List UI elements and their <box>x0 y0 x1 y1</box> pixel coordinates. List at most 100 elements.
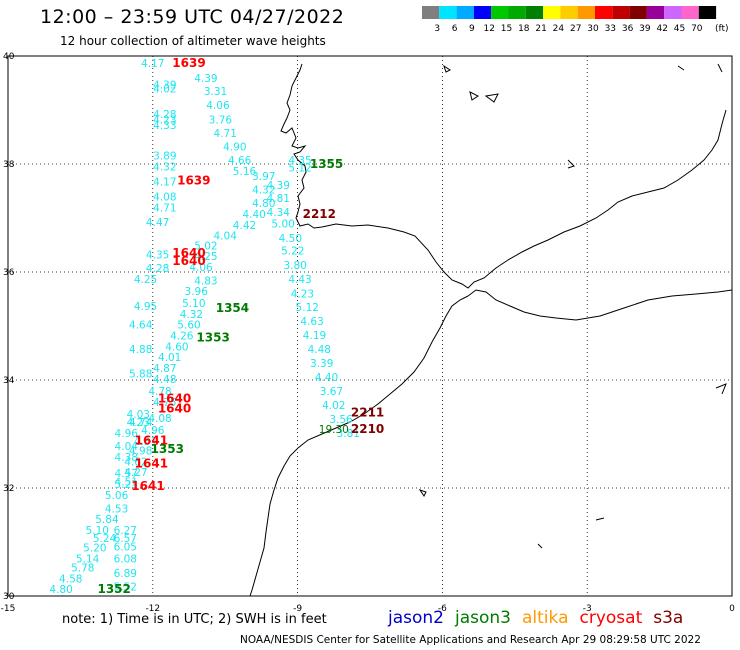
pass-time-label: 1640 <box>172 254 205 268</box>
swh-value: 5.23 <box>115 479 138 491</box>
lat-tick-label: 40 <box>3 52 15 62</box>
legend-unit: (ft) <box>715 24 729 34</box>
swh-value: 4.26 <box>170 331 194 343</box>
swh-value: 4.25 <box>134 274 157 286</box>
swh-value: 3.96 <box>185 286 209 298</box>
legend-swatch <box>473 6 492 19</box>
legend-label: 18 <box>518 24 530 34</box>
swh-value: 4.87 <box>153 363 176 375</box>
island <box>443 64 451 73</box>
swh-value: 4.04 <box>115 441 139 453</box>
swh-value: 4.04 <box>214 231 238 243</box>
swh-value: 5.22 <box>281 246 304 258</box>
legend-swatch <box>543 6 561 19</box>
swh-value: 4.34 <box>267 207 291 219</box>
swh-value: 4.80 <box>49 584 72 596</box>
swh-value: 4.47 <box>146 217 169 229</box>
swh-value: 4.75 <box>153 397 176 409</box>
swh-value: 4.01 <box>158 352 181 364</box>
swh-value: 4.74 <box>129 417 153 429</box>
swh-value: 5.52 <box>114 582 137 594</box>
legend-label: 21 <box>535 24 546 34</box>
lon-tick-label: -12 <box>145 604 160 614</box>
swh-value: 4.51 <box>115 476 138 488</box>
legend-label: 6 <box>452 24 458 34</box>
legend-swatch <box>456 6 474 19</box>
swh-value: 3.97 <box>252 171 275 183</box>
iberia-coastline <box>280 63 727 289</box>
swh-value: 5.06 <box>105 490 129 502</box>
swh-value: 4.39 <box>194 73 217 85</box>
swh-value: 3.31 <box>204 86 227 98</box>
swh-value: 4.39 <box>267 180 290 192</box>
swh-value: 4.42 <box>233 220 256 232</box>
swh-value: 4.35 <box>288 155 311 167</box>
swh-value: 5.78 <box>71 563 94 575</box>
legend-label: 33 <box>605 24 616 34</box>
swh-value: 4.63 <box>300 316 323 328</box>
color-legend: 3 6 9 12 15 18 21 24 27 30 33 36 39 42 45 70 (ft) <box>422 6 729 34</box>
satellite-jason2: jason2 <box>388 608 444 628</box>
legend-swatch <box>681 6 699 19</box>
swh-value: 5.88 <box>129 368 152 380</box>
swh-value: 3.89 <box>153 151 176 163</box>
swh-value: 4.78 <box>148 386 171 398</box>
satellite-jason3: jason3 <box>455 608 511 628</box>
swh-value-high: 19.30 <box>319 424 349 436</box>
legend-swatch <box>698 6 717 19</box>
swh-value: 4.90 <box>223 142 246 154</box>
wave-height-labels: 4.174.394.024.284.234.333.894.324.174.08… <box>49 56 384 596</box>
island <box>715 383 727 395</box>
legend-label: 42 <box>656 24 667 34</box>
swh-value: 4.98 <box>129 446 152 458</box>
swh-value: 4.71 <box>153 203 176 215</box>
pass-time-label: 1639 <box>172 56 205 70</box>
legend-label: 3 <box>434 24 440 34</box>
swh-value: 5.02 <box>194 240 217 252</box>
swh-value: 4.23 <box>153 115 176 127</box>
swh-value: 5.10 <box>86 525 109 537</box>
swh-value: 3.56 <box>329 414 353 426</box>
swh-value: 4.02 <box>322 400 345 412</box>
lon-tick-label: 0 <box>729 604 735 614</box>
island <box>537 543 543 549</box>
legend-label: 36 <box>622 24 634 34</box>
swh-value: 4.66 <box>228 155 252 167</box>
legend-label: 15 <box>501 24 512 34</box>
swh-value: 6.89 <box>114 568 137 580</box>
swh-value: 6.57 <box>114 533 137 545</box>
legend-label: 39 <box>639 24 651 34</box>
swh-value: 4.08 <box>153 192 176 204</box>
lon-tick-label: -3 <box>583 604 592 614</box>
africa-coastline <box>467 289 733 321</box>
swh-value: 6.05 <box>114 542 137 554</box>
swh-value: 4.48 <box>153 374 176 386</box>
lat-tick-label: 38 <box>3 160 15 170</box>
swh-value: 4.23 <box>291 288 314 300</box>
swh-value: 4.32 <box>252 185 275 197</box>
footnote: note: 1) Time is in UTC; 2) SWH is in fe… <box>62 612 327 627</box>
legend-swatch <box>439 6 457 19</box>
swh-value: 4.32 <box>180 309 203 321</box>
map-frame <box>7 55 733 597</box>
swh-value: 5.60 <box>177 320 200 332</box>
swh-value: 4.33 <box>153 120 176 132</box>
legend-swatch <box>491 6 509 19</box>
swh-value: 4.39 <box>153 79 176 91</box>
swh-value: 5.10 <box>182 298 205 310</box>
lon-tick-label: -9 <box>293 604 302 614</box>
swh-value: 4.83 <box>194 275 217 287</box>
swh-value: 3.76 <box>209 115 233 127</box>
pass-time-label: 1641 <box>135 433 168 447</box>
swh-value: 5.84 <box>95 514 119 526</box>
swh-value: 4.60 <box>165 341 188 353</box>
legend-swatch <box>525 6 544 19</box>
swh-value: 4.19 <box>303 330 326 342</box>
swh-value: 4.32 <box>153 161 176 173</box>
legend-swatch <box>646 6 665 19</box>
island <box>484 93 499 103</box>
axis-tick-labels: -15 -12 -9 -6 -3 0 40 38 36 34 32 30 <box>1 52 735 614</box>
legend-swatch <box>508 6 526 19</box>
legend-swatch <box>577 6 595 19</box>
coastline <box>249 63 733 597</box>
